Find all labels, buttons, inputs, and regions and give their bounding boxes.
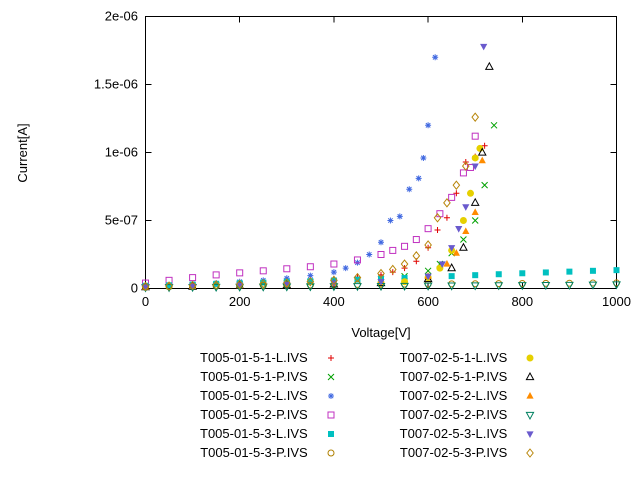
legend-item: T007-02-5-3-L.IVS: [400, 424, 538, 443]
filled-inv-triangle-marker-icon: [526, 430, 534, 438]
x-tick-label: 1000: [602, 294, 631, 309]
legend-item: T007-02-5-2-P.IVS: [400, 405, 538, 424]
legend-label: T005-01-5-1-L.IVS: [200, 350, 308, 365]
open-inv-triangle-marker-icon: [525, 411, 535, 420]
legend-label: T007-02-5-1-P.IVS: [399, 369, 508, 384]
legend-label: T007-02-5-2-L.IVS: [399, 388, 508, 403]
x-tick-label: 400: [323, 294, 345, 309]
legend-item: T007-02-5-3-P.IVS: [400, 443, 538, 462]
open-circle-marker-icon: [327, 449, 335, 456]
legend-label: T007-02-5-1-L.IVS: [399, 350, 508, 365]
x-tick-label: 200: [229, 294, 251, 309]
y-axis-title: Current[A]: [15, 123, 30, 182]
asterisk-marker-icon: [327, 392, 334, 399]
filled-square-marker-icon: [327, 430, 334, 437]
series-T007-02-5-1-P.IVS: [141, 61, 494, 291]
legend-label: T005-01-5-3-L.IVS: [200, 426, 308, 441]
plus-marker-icon: [327, 354, 334, 361]
legend-item: T005-01-5-3-P.IVS: [200, 443, 338, 462]
legend-item: T005-01-5-2-P.IVS: [200, 405, 338, 424]
series-T007-02-5-2-L.IVS: [141, 156, 486, 290]
cross-marker-icon: [327, 373, 335, 380]
legend-item: T005-01-5-1-P.IVS: [200, 367, 338, 386]
legend-item: T005-01-5-3-L.IVS: [200, 424, 338, 443]
legend-item: T007-02-5-1-L.IVS: [400, 348, 538, 367]
series-T005-01-5-2-P.IVS: [142, 132, 479, 287]
y-tick-label: 1e-06: [105, 145, 138, 160]
x-tick-label: 600: [417, 294, 439, 309]
filled-circle-marker-icon: [526, 354, 534, 361]
series-T007-02-5-3-P.IVS: [141, 112, 480, 292]
series-T007-02-5-1-L.IVS: [142, 144, 484, 291]
open-triangle-marker-icon: [525, 371, 535, 380]
open-square-marker-icon: [327, 411, 335, 418]
filled-triangle-marker-icon: [526, 391, 534, 399]
open-diamond-marker-icon: [526, 447, 535, 458]
legend-label: T005-01-5-1-P.IVS: [200, 369, 308, 384]
x-tick-label: 0: [142, 294, 149, 309]
series-T007-02-5-3-L.IVS: [141, 43, 488, 292]
y-tick-label: 0: [131, 281, 138, 296]
legend-item: T005-01-5-1-L.IVS: [200, 348, 338, 367]
x-tick-label: 800: [511, 294, 533, 309]
legend-item: T007-02-5-1-P.IVS: [400, 367, 538, 386]
x-axis-title: Voltage[V]: [351, 325, 410, 340]
legend-label: T005-01-5-2-P.IVS: [200, 407, 308, 422]
y-tick-label: 1.5e-06: [94, 77, 138, 92]
y-tick-label: 2e-06: [105, 9, 138, 24]
chart-legend: T005-01-5-1-L.IVS T007-02-5-1-L.IVS T005-0…: [200, 348, 537, 462]
legend-label: T007-02-5-3-L.IVS: [399, 426, 508, 441]
legend-label: T005-01-5-3-P.IVS: [200, 445, 308, 460]
legend-item: T005-01-5-2-L.IVS: [200, 386, 338, 405]
legend-label: T007-02-5-3-P.IVS: [399, 445, 508, 460]
legend-label: T005-01-5-2-L.IVS: [200, 388, 308, 403]
y-tick-label: 5e-07: [105, 213, 138, 228]
legend-label: T007-02-5-2-P.IVS: [399, 407, 508, 422]
legend-item: T007-02-5-2-L.IVS: [400, 386, 538, 405]
